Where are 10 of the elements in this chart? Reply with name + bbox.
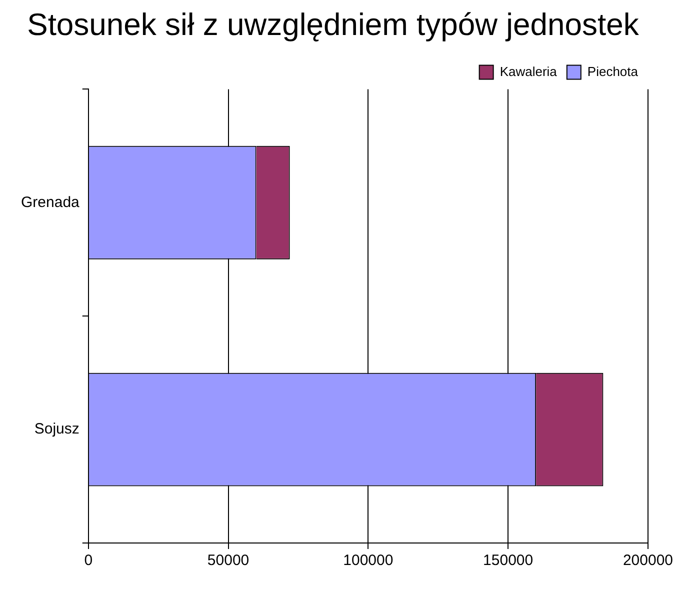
- legend-label: Kawaleria: [500, 64, 558, 79]
- legend-label: Piechota: [587, 64, 639, 79]
- x-tick-label: 200000: [622, 552, 674, 570]
- x-tick-label: 50000: [207, 552, 250, 570]
- x-tick-label: 150000: [483, 552, 534, 570]
- y-tick-label: Sojusz: [34, 420, 80, 438]
- x-tick-label: 100000: [343, 552, 394, 570]
- chart-title: Stosunek sił z uwzględniem typów jednostek: [27, 7, 640, 42]
- x-tick-label: 0: [84, 552, 93, 570]
- y-tick-label: Grenada: [21, 194, 80, 211]
